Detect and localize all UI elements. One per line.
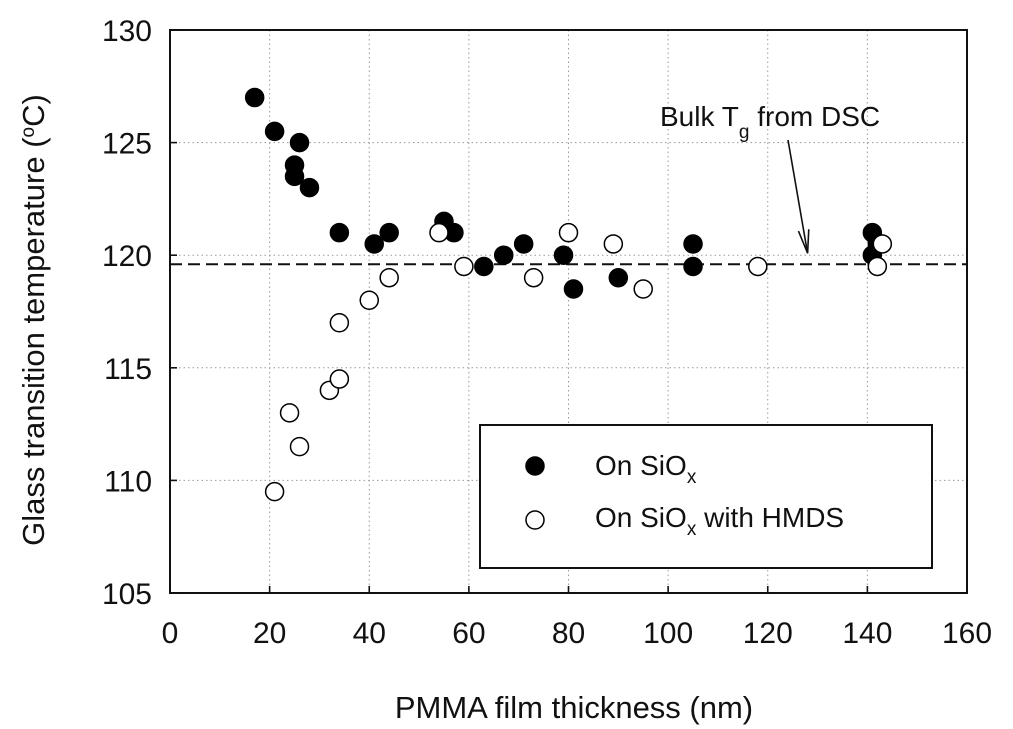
point-on-siox	[244, 87, 265, 108]
point-on-siox-hmds	[289, 436, 310, 457]
x-axis-title: PMMA film thickness (nm)	[395, 690, 753, 725]
point-on-siox	[683, 256, 703, 277]
point-on-siox	[683, 234, 703, 254]
x-tick-label: 40	[353, 617, 386, 650]
y-axis-title-post: C)	[16, 94, 51, 127]
axis-ticks: 0 20 40 60 80 100 120 140 160 105 110 115 120 125 130	[102, 15, 992, 650]
point-on-siox	[493, 245, 514, 265]
y-tick-label: 105	[102, 578, 152, 611]
y-tick-label: 125	[102, 128, 152, 161]
point-on-siox-hmds	[329, 313, 350, 333]
point-on-siox-hmds	[523, 267, 544, 288]
point-on-siox-hmds	[264, 481, 285, 502]
point-on-siox-hmds	[279, 403, 300, 423]
point-on-siox-hmds	[454, 256, 474, 277]
point-on-siox	[379, 222, 399, 243]
legend-marker-on-siox	[525, 456, 545, 476]
x-tick-label: 140	[842, 617, 892, 650]
point-on-siox	[264, 121, 285, 142]
y-axis-title-sup: o	[18, 127, 39, 138]
legend-label-on-siox-hmds-sub: x	[687, 519, 697, 540]
legend-label-on-siox-sub: x	[687, 467, 697, 488]
legend-label-on-siox-hmds: On SiOx with HMDS	[595, 502, 844, 540]
y-tick-label: 115	[104, 353, 152, 386]
legend-label-on-siox-hmds-post: with HMDS	[696, 502, 844, 533]
point-on-siox-hmds	[633, 279, 653, 299]
data-points	[244, 87, 893, 502]
legend-label-on-siox: On SiOx	[595, 450, 697, 488]
point-on-siox-hmds	[558, 222, 579, 243]
legend-label-on-siox-hmds-pre: On SiO	[595, 502, 687, 533]
annotation-label-sub: g	[739, 122, 750, 143]
x-tick-label: 60	[452, 617, 485, 650]
x-tick-label: 160	[942, 617, 992, 650]
legend-label-on-siox-pre: On SiO	[595, 450, 687, 481]
point-on-siox-hmds	[872, 234, 893, 254]
point-on-siox-hmds	[867, 256, 888, 277]
annotation-arrow	[787, 139, 809, 254]
point-on-siox	[608, 267, 629, 288]
x-tick-label: 80	[552, 617, 585, 650]
point-on-siox	[299, 177, 320, 198]
legend-box	[479, 424, 933, 569]
point-on-siox-hmds	[379, 267, 399, 288]
point-on-siox-hmds	[359, 290, 379, 310]
point-on-siox	[364, 234, 384, 254]
point-on-siox-hmds	[329, 369, 350, 389]
y-tick-label: 120	[102, 240, 152, 273]
x-tick-label: 0	[162, 617, 179, 650]
annotation-label-pre: Bulk T	[660, 101, 739, 132]
annotation-label-post: from DSC	[749, 101, 880, 132]
y-tick-label: 110	[104, 465, 152, 498]
x-tick-label: 120	[743, 617, 793, 650]
point-on-siox-hmds	[748, 256, 768, 277]
point-on-siox-hmds	[429, 222, 449, 243]
annotation-label: Bulk Tg from DSC	[660, 101, 880, 143]
y-tick-label: 130	[102, 15, 152, 48]
x-tick-label: 20	[253, 617, 286, 650]
point-on-siox	[474, 256, 494, 277]
y-axis-title-pre: Glass transition temperature (	[16, 137, 51, 546]
point-on-siox	[284, 166, 305, 187]
bulk-tg-annotation: Bulk Tg from DSC	[660, 101, 880, 254]
y-axis-title: Glass transition temperature (oC)	[16, 94, 51, 546]
point-on-siox	[563, 279, 584, 299]
legend: On SiOx On SiOx with HMDS	[479, 424, 933, 569]
annotation-arrowhead	[797, 229, 810, 254]
x-tick-label: 100	[643, 617, 693, 650]
legend-marker-on-siox-hmds	[525, 510, 545, 530]
point-on-siox	[289, 132, 310, 153]
point-on-siox-hmds	[603, 234, 624, 254]
point-on-siox	[513, 234, 534, 254]
point-on-siox	[553, 245, 574, 265]
point-on-siox	[329, 222, 350, 243]
